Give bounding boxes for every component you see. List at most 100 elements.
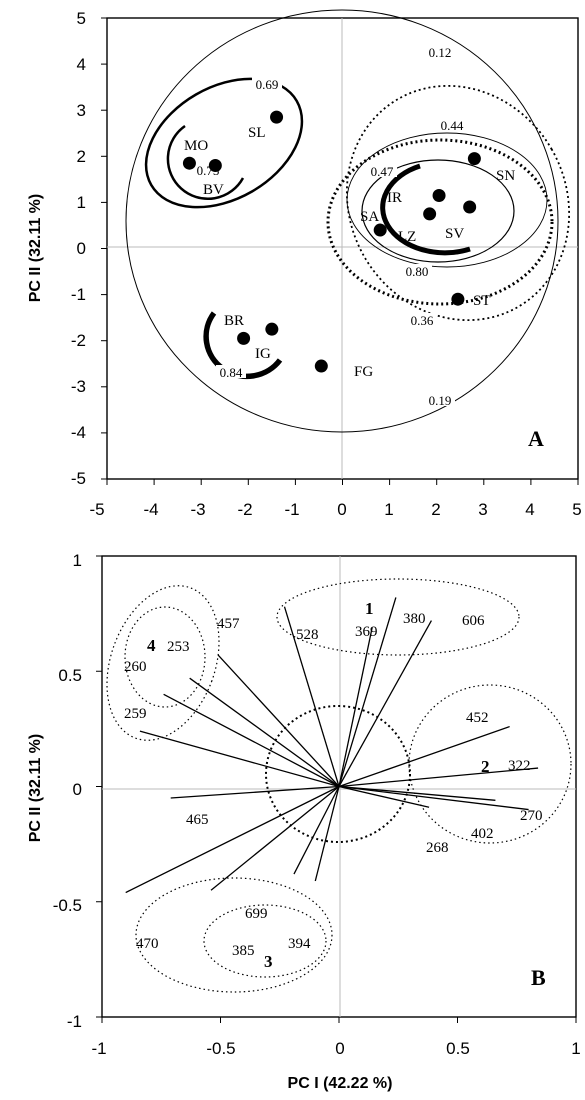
data-point-sn xyxy=(467,152,481,166)
x-tick-label: -1 xyxy=(284,500,299,519)
group-2-ellipse xyxy=(408,684,572,844)
x-tick-label: -3 xyxy=(190,500,205,519)
similarity-label: 0.12 xyxy=(429,45,452,60)
data-point-lz xyxy=(423,207,437,221)
loading-vector-270 xyxy=(338,785,529,811)
loading-vector-457 xyxy=(217,654,340,787)
loading-label: 268 xyxy=(426,840,449,856)
group-3-outer-ellipse xyxy=(135,877,333,993)
y-tick-labels-b: 1 0.5 0 -0.5 -1 xyxy=(53,551,82,1031)
x-tick-label: 0 xyxy=(335,1039,344,1058)
vector-labels-b: 528 369 380 606 457 253 260 259 452 322 … xyxy=(124,611,543,959)
x-tick-label: 1 xyxy=(571,1039,580,1058)
loading-label: 606 xyxy=(462,613,485,629)
loading-label: 270 xyxy=(520,808,543,824)
loading-vector-470 xyxy=(125,785,340,894)
loading-vector-259 xyxy=(139,730,340,788)
loading-label: 402 xyxy=(471,826,494,842)
data-point-st xyxy=(451,292,465,306)
loading-vector-402 xyxy=(338,785,496,801)
label-bg xyxy=(437,118,467,131)
loading-label: 380 xyxy=(403,611,426,627)
label-bg xyxy=(407,313,437,326)
x-tick-label: 3 xyxy=(478,500,487,519)
loading-label: 394 xyxy=(288,936,311,952)
loading-label: 465 xyxy=(186,812,209,828)
loading-label: 369 xyxy=(355,624,378,640)
ticks-a xyxy=(101,17,579,485)
y-tick-label: -0.5 xyxy=(53,896,82,915)
y-tick-label: -1 xyxy=(71,285,86,304)
similarity-label: 0.44 xyxy=(441,118,464,133)
point-label: BR xyxy=(224,313,244,329)
label-bg xyxy=(252,77,282,90)
loading-vector-465 xyxy=(170,785,340,799)
point-label: IR xyxy=(387,190,402,206)
point-label: IG xyxy=(255,346,271,362)
y-tick-label: -3 xyxy=(71,377,86,396)
similarity-labels-a: 0.12 0.69 0.75 0.44 0.47 0.80 0.84 0.36 … xyxy=(193,45,467,408)
group-ellipses-b xyxy=(106,578,572,993)
y-tick-label: -2 xyxy=(71,331,86,350)
x-tick-labels-b: -1 -0.5 0 0.5 1 xyxy=(91,1039,580,1058)
point-label: ST xyxy=(473,293,491,309)
loading-vector-699 xyxy=(293,786,340,875)
point-label: SN xyxy=(496,168,515,184)
x-tick-label: -1 xyxy=(91,1039,106,1058)
contour-044 xyxy=(346,132,548,268)
contour-047 xyxy=(361,159,515,263)
similarity-label: 0.19 xyxy=(429,393,452,408)
x-tick-label: -0.5 xyxy=(206,1039,235,1058)
loading-vector-369 xyxy=(338,627,373,787)
y-tick-labels-a: 5 4 3 2 1 0 -1 -2 -3 -4 -5 xyxy=(71,9,86,488)
loading-label: 259 xyxy=(124,706,147,722)
x-tick-label: -4 xyxy=(143,500,158,519)
y-tick-label: 2 xyxy=(77,147,86,166)
loading-label: 322 xyxy=(508,758,531,774)
loading-label: 253 xyxy=(167,639,190,655)
loading-vector-253 xyxy=(189,677,340,788)
x-tick-labels-a: -5 -4 -3 -2 -1 0 1 2 3 4 5 xyxy=(89,500,581,519)
loading-vector-260 xyxy=(163,693,340,788)
y-tick-label: 1 xyxy=(73,551,82,570)
contour-075 xyxy=(166,124,245,200)
point-label: SA xyxy=(360,209,379,225)
loading-vector-380 xyxy=(338,597,397,787)
y-tick-label: -5 xyxy=(71,469,86,488)
data-point-sa xyxy=(373,223,387,237)
loading-vectors-b xyxy=(125,597,539,894)
point-label: MO xyxy=(184,138,208,154)
y-tick-label: -4 xyxy=(71,423,86,442)
point-label: SL xyxy=(248,125,266,141)
data-point-ir xyxy=(432,188,446,202)
data-point-ig xyxy=(265,322,279,336)
data-points-a xyxy=(182,110,481,373)
panel-label-a: A xyxy=(528,426,544,451)
loading-label: 528 xyxy=(296,627,319,643)
panel-b: 1 0.5 0 -0.5 -1 -1 -0.5 0 0.5 1 PC II (3… xyxy=(27,551,581,1092)
similarity-label: 0.47 xyxy=(371,164,394,179)
contour-036 xyxy=(326,138,554,306)
data-point-fg xyxy=(314,359,328,373)
loading-vector-528 xyxy=(283,606,340,787)
y-tick-label: 0.5 xyxy=(58,666,82,685)
group-4-inner-ellipse xyxy=(124,606,206,708)
y-tick-label: 5 xyxy=(77,9,86,28)
loading-vector-394 xyxy=(314,786,340,882)
point-labels-a: MO BV SL BR IG FG SN IR LZ SV SA ST xyxy=(184,125,515,380)
loading-vector-606 xyxy=(338,620,432,787)
y-tick-label: 1 xyxy=(77,193,86,212)
data-point-br xyxy=(237,331,251,345)
contour-080 xyxy=(380,163,471,256)
x-axis-label-b: PC I (42.22 %) xyxy=(288,1075,393,1092)
similarity-label: 0.84 xyxy=(220,365,243,380)
loading-label: 457 xyxy=(217,616,240,632)
point-label: SV xyxy=(445,226,464,242)
ticks-b xyxy=(96,555,577,1023)
point-label: LZ xyxy=(398,229,416,245)
x-tick-label: -2 xyxy=(237,500,252,519)
data-point-sv xyxy=(463,200,477,214)
loading-label: 470 xyxy=(136,936,159,952)
x-tick-label: -5 xyxy=(89,500,104,519)
